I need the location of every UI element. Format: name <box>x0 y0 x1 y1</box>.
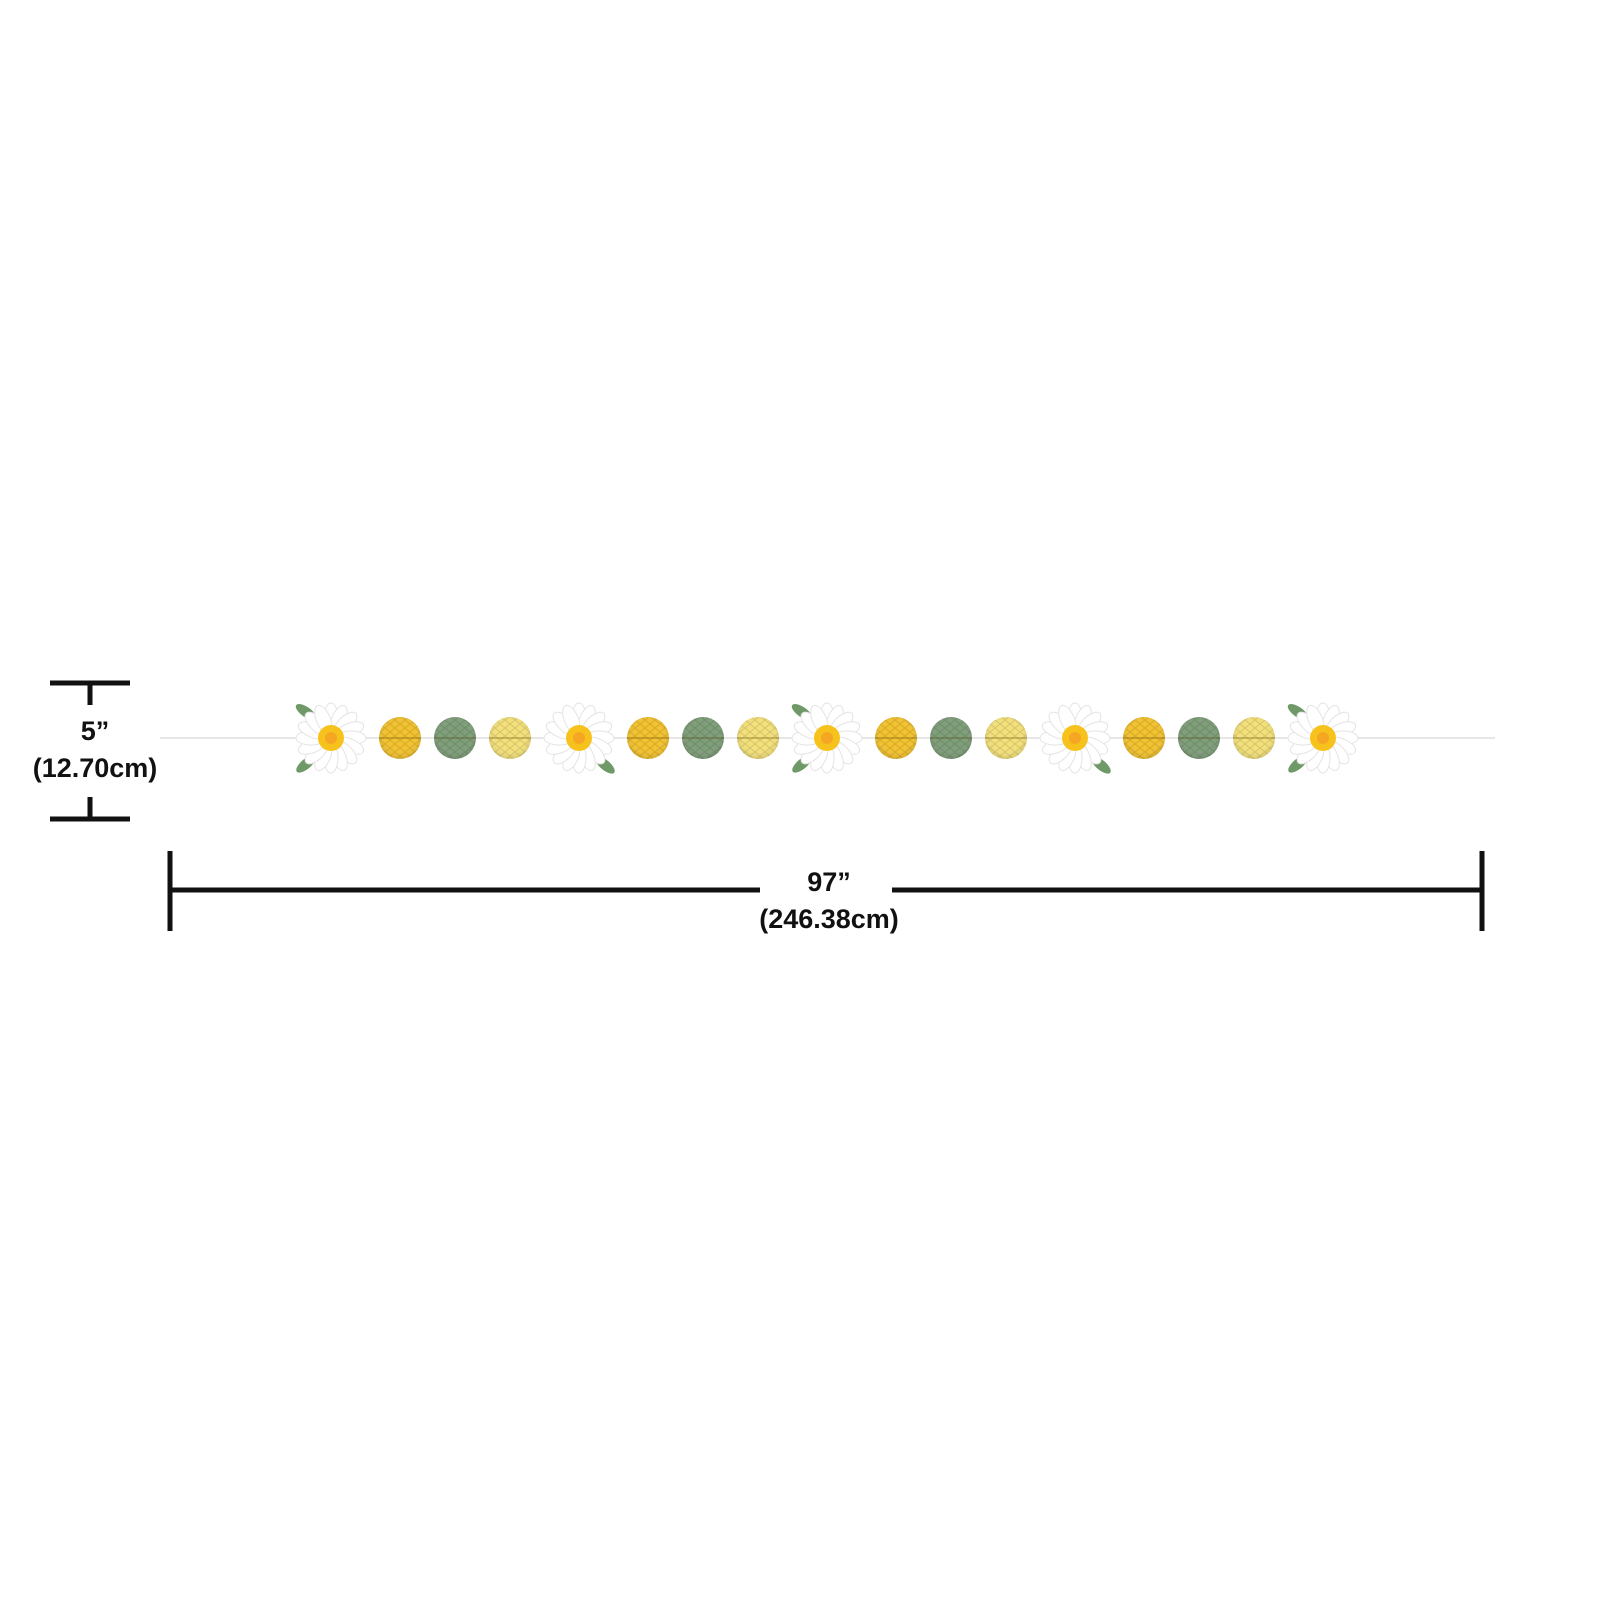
daisy-flower <box>1039 702 1111 774</box>
pale-yellow-ball <box>985 717 1027 759</box>
length-dimension-bracket <box>167 851 1485 931</box>
pale-yellow-ball <box>737 717 779 759</box>
height-label: 5” (12.70cm) <box>0 713 190 787</box>
length-label: 97” (246.38cm) <box>729 864 929 938</box>
daisy-flower <box>791 702 863 774</box>
pale-yellow-ball <box>489 717 531 759</box>
gold-ball <box>875 717 917 759</box>
garland <box>295 702 1359 774</box>
green-ball <box>682 717 724 759</box>
pale-yellow-ball <box>1233 717 1275 759</box>
green-ball <box>434 717 476 759</box>
height-dimension-bracket <box>50 680 130 822</box>
daisy-flower <box>1287 702 1359 774</box>
daisy-flower <box>295 702 367 774</box>
gold-ball <box>1123 717 1165 759</box>
green-ball <box>1178 717 1220 759</box>
gold-ball <box>627 717 669 759</box>
daisy-flower <box>543 702 615 774</box>
gold-ball <box>379 717 421 759</box>
green-ball <box>930 717 972 759</box>
height-inches: 5” <box>80 716 110 746</box>
height-centimeters: (12.70cm) <box>32 753 158 783</box>
length-inches: 97” <box>807 867 851 897</box>
length-centimeters: (246.38cm) <box>759 904 899 934</box>
